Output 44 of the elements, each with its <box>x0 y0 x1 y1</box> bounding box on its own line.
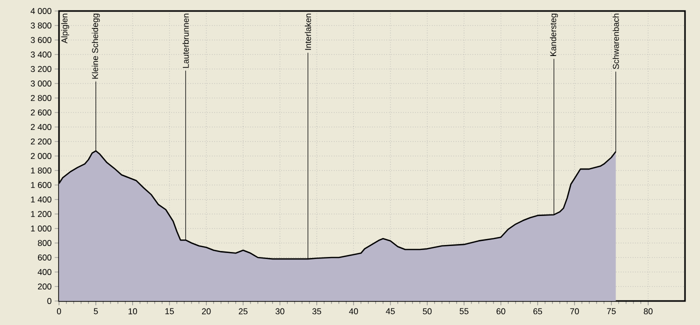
y-tick-label: 3 600 <box>30 36 52 44</box>
x-tick-label: 70 <box>570 308 579 314</box>
x-tick-label: 50 <box>422 308 432 314</box>
y-tick-label: 2 600 <box>30 109 52 116</box>
x-tick-label: 60 <box>496 308 506 314</box>
y-tick-label: 2 400 <box>30 124 52 130</box>
x-tick-label: 10 <box>128 308 138 314</box>
x-tick-label: 15 <box>165 308 174 314</box>
y-tick-label: 3 400 <box>30 51 52 58</box>
x-tick-label: 0 <box>56 308 62 314</box>
y-tick-label: 400 <box>38 268 52 276</box>
x-tick-label: 55 <box>460 308 468 314</box>
x-tick-label: 80 <box>644 308 653 314</box>
y-tick-label: 1 800 <box>31 167 52 174</box>
y-tick-label: 1 400 <box>31 196 52 203</box>
y-tick-label: 1 200 <box>31 210 52 218</box>
x-tick-label: 65 <box>533 308 542 314</box>
y-tick-label: 600 <box>38 254 52 261</box>
y-tick-label: 800 <box>38 240 52 246</box>
y-tick-label: 3 200 <box>30 66 52 72</box>
x-tick-label: 30 <box>276 308 284 314</box>
y-tick-label: 0 <box>47 298 52 304</box>
annotation: Kandersteg <box>550 14 558 56</box>
y-tick-label: 1 600 <box>31 182 52 188</box>
y-tick-label: 4 000 <box>30 8 52 14</box>
annotation: Lauterbrunnen <box>182 14 189 68</box>
annotation: Kleine Scheidegg <box>92 14 100 79</box>
x-tick-label: 40 <box>349 308 358 314</box>
x-tick-label: 5 <box>94 308 98 314</box>
x-tick-label: 20 <box>202 308 211 314</box>
y-tick-label: 1 000 <box>31 225 52 232</box>
annotation: Schwarenbach <box>612 14 619 70</box>
y-tick-label: 2 000 <box>30 152 52 160</box>
x-tick-label: 75 <box>607 308 616 314</box>
y-tick-label: 2 800 <box>30 94 52 102</box>
x-tick-label: 35 <box>312 308 322 314</box>
y-tick-label: 3 800 <box>30 22 52 29</box>
y-tick-label: 200 <box>38 283 52 290</box>
x-tick-label: 25 <box>238 308 248 314</box>
y-tick-label: 3 000 <box>30 80 52 87</box>
annotation: Alpiglen <box>61 14 70 44</box>
x-tick-label: 45 <box>386 308 395 314</box>
y-tick-label: 2 200 <box>30 138 52 145</box>
annotation: Interlaken <box>304 14 312 50</box>
